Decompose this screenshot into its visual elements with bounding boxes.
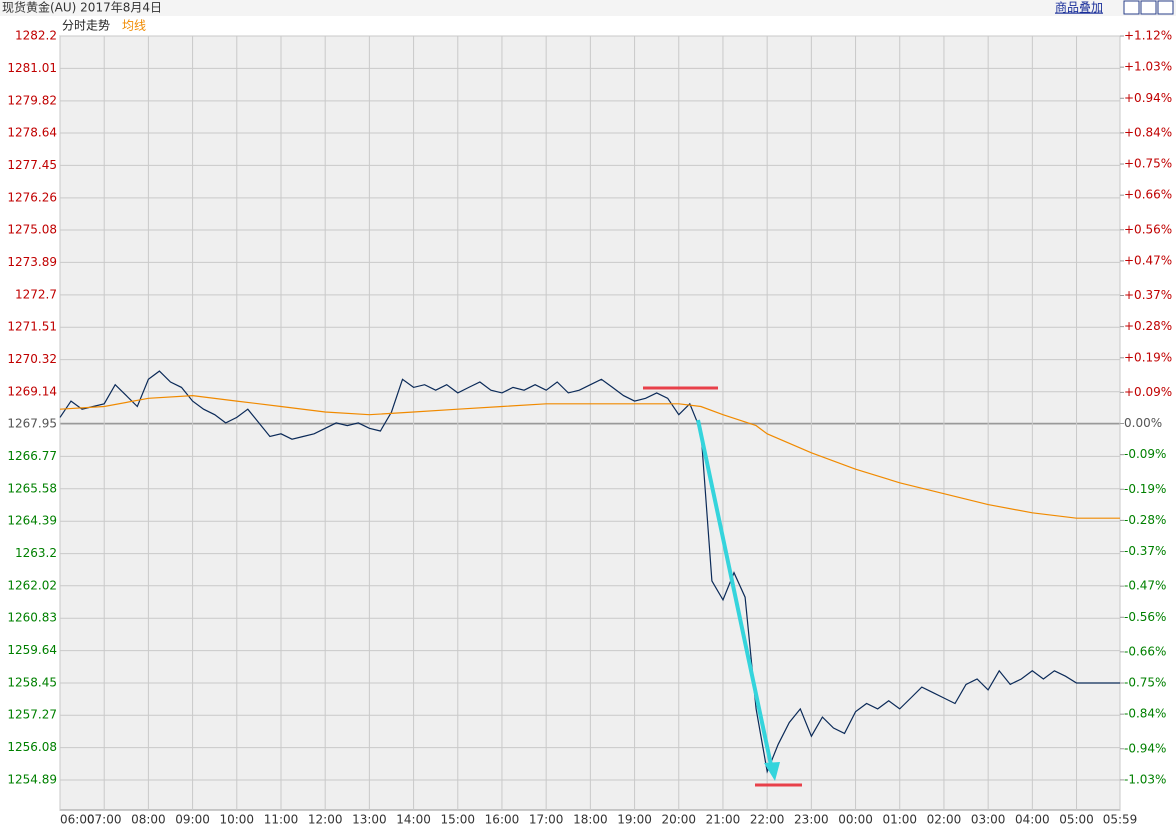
y-tick-label: 1266.77: [7, 449, 57, 463]
y2-tick-label: +0.19%: [1124, 350, 1172, 364]
y-tick-label: 1277.45: [7, 158, 57, 172]
y2-tick-label: -0.47%: [1124, 579, 1166, 593]
x-tick-label: 21:00: [706, 813, 741, 827]
x-tick-label: 09:00: [175, 813, 210, 827]
y2-tick-label: -0.94%: [1124, 741, 1166, 755]
y2-tick-label: -0.56%: [1124, 610, 1166, 624]
x-tick-label: 16:00: [485, 813, 520, 827]
y-tick-label: 1269.14: [7, 384, 57, 398]
x-tick-label: 23:00: [794, 813, 829, 827]
x-tick-label: 03:00: [971, 813, 1006, 827]
x-tick-label: 05:59: [1103, 813, 1138, 827]
button-left[interactable]: [1123, 0, 1140, 15]
y-tick-label: 1279.82: [7, 93, 57, 107]
x-tick-label: 12:00: [308, 813, 343, 827]
top-bar: [0, 0, 1176, 16]
x-tick-label: 02:00: [927, 813, 962, 827]
annotations: [643, 386, 802, 787]
y2-tick-label: -1.03%: [1124, 772, 1166, 786]
y2-tick-label: +0.09%: [1124, 385, 1172, 399]
labels: 1282.2 1281.01 1279.82 1278.64 1277.45 1276.2…: [7, 19, 1172, 827]
y2-tick-label: -0.75%: [1124, 676, 1166, 690]
y-tick-label: 1257.27: [7, 708, 57, 722]
x-tick-label: 05:00: [1059, 813, 1094, 827]
x-tick-label: 01:00: [882, 813, 917, 827]
x-tick-label: 17:00: [529, 813, 564, 827]
y2-tick-label: +0.37%: [1124, 288, 1172, 302]
y-tick-label: 1281.01: [7, 61, 57, 75]
x-tick-label: 00:00: [838, 813, 873, 827]
x-tick-label: 07:00: [87, 813, 122, 827]
y-tick-label: 1262.02: [7, 578, 57, 592]
y2-tick-label: +1.03%: [1124, 60, 1172, 74]
y2-tick-label: -0.28%: [1124, 513, 1166, 527]
y-tick-label: 1258.45: [7, 676, 57, 690]
y2-tick-label: -0.37%: [1124, 544, 1166, 558]
legend-label: 均线: [122, 19, 146, 33]
y2-tick-label: +1.12%: [1124, 29, 1172, 43]
y2-tick-label: +0.84%: [1124, 125, 1172, 139]
grid: [59, 35, 1121, 810]
y-tick-label: 1273.89: [7, 255, 57, 269]
x-tick-label: 14:00: [396, 813, 431, 827]
y2-tick-label: -0.66%: [1124, 644, 1166, 658]
x-tick-label: 06:00: [60, 813, 95, 827]
x-tick-label: 20:00: [661, 813, 696, 827]
y2-tick-label: +0.47%: [1124, 253, 1172, 267]
y2-tick-label: +0.94%: [1124, 91, 1172, 105]
y-tick-label: 1270.32: [7, 352, 57, 366]
button-right[interactable]: [1140, 0, 1157, 15]
y2-tick-label: 0.00%: [1124, 416, 1162, 430]
annotation-arrow: [696, 419, 773, 766]
legend-label: 分时走势: [62, 19, 110, 33]
y2-tick-label: +0.66%: [1124, 188, 1172, 202]
series-line: [59, 394, 1120, 519]
x-tick-label: 22:00: [750, 813, 785, 827]
x-tick-label: 11:00: [264, 813, 299, 827]
y-tick-label: 1260.83: [7, 611, 57, 625]
x-tick-label: 04:00: [1015, 813, 1050, 827]
x-tick-label: 10:00: [219, 813, 254, 827]
y-tick-label: 1275.08: [7, 222, 57, 236]
y-tick-label: 1272.7: [15, 287, 57, 301]
y2-tick-label: -0.09%: [1124, 447, 1166, 461]
overlay-link[interactable]: 商品叠加: [1055, 0, 1103, 15]
y2-tick-label: -0.19%: [1124, 482, 1166, 496]
annotation-arrowhead: [764, 762, 780, 781]
y-tick-label: 1276.26: [7, 190, 57, 204]
x-tick-label: 13:00: [352, 813, 387, 827]
nav-buttons[interactable]: [1123, 0, 1174, 15]
series-line: [59, 370, 1120, 774]
x-tick-label: 15:00: [440, 813, 475, 827]
y-tick-label: 1267.95: [7, 417, 57, 431]
y-tick-label: 1278.64: [7, 125, 57, 139]
y2-tick-label: +0.56%: [1124, 222, 1172, 236]
y-tick-label: 1265.58: [7, 481, 57, 495]
y-tick-label: 1254.89: [7, 773, 57, 787]
y2-tick-label: +0.75%: [1124, 157, 1172, 171]
y-tick-label: 1259.64: [7, 643, 57, 657]
y-tick-label: 1282.2: [15, 29, 57, 43]
chart-title: 现货黄金(AU) 2017年8月4日: [2, 0, 162, 15]
y-tick-label: 1264.39: [7, 514, 57, 528]
y-tick-label: 1256.08: [7, 740, 57, 754]
y2-tick-label: -0.84%: [1124, 707, 1166, 721]
x-tick-label: 19:00: [617, 813, 652, 827]
y2-tick-label: +0.28%: [1124, 319, 1172, 333]
button-max[interactable]: [1157, 0, 1174, 15]
y-tick-label: 1263.2: [15, 546, 57, 560]
lines: [59, 370, 1120, 774]
x-tick-label: 08:00: [131, 813, 166, 827]
y-tick-label: 1271.51: [7, 320, 57, 334]
x-tick-label: 18:00: [573, 813, 608, 827]
